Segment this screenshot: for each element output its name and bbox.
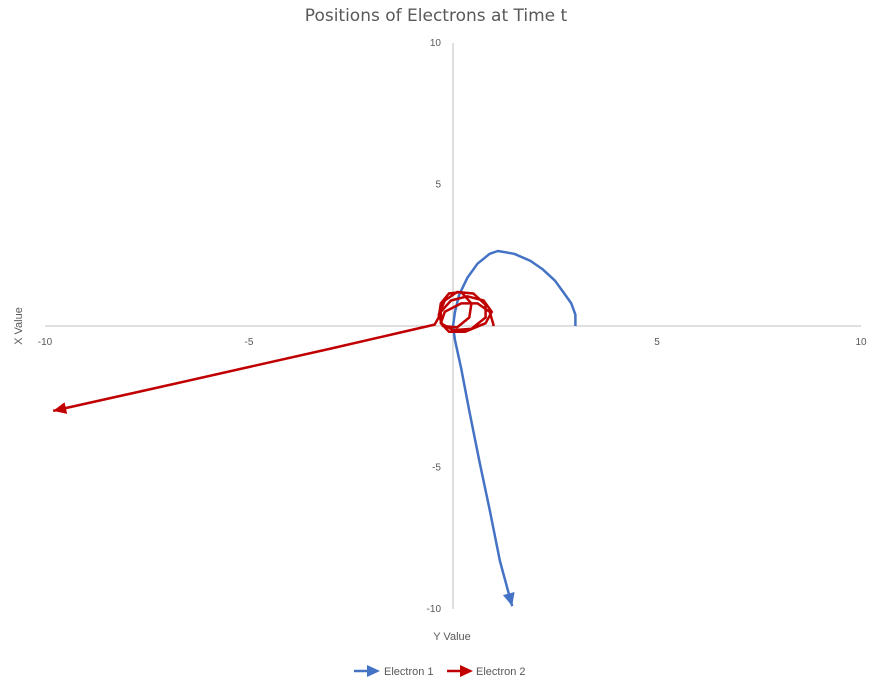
y-tick-label: -5 (432, 463, 441, 474)
y-tick-label: 10 (430, 38, 442, 49)
series-arrow-electron-2 (53, 402, 68, 414)
legend-arrow-icon (367, 665, 380, 677)
y-tick-label: -10 (427, 604, 442, 615)
x-tick-label: -5 (245, 337, 254, 348)
x-axis-title: Y Value (433, 631, 471, 643)
legend-label-electron-2: Electron 2 (476, 666, 526, 678)
x-tick-label: -10 (38, 337, 53, 348)
series-arrow-electron-1 (502, 592, 515, 607)
legend: Electron 1 Electron 2 (354, 665, 526, 678)
y-tick-label: 5 (435, 180, 441, 191)
y-axis-title: X Value (13, 307, 25, 345)
plot-area (52, 249, 577, 607)
x-tick-label: 10 (855, 337, 867, 348)
legend-arrow-icon (460, 665, 473, 677)
legend-label-electron-1: Electron 1 (384, 666, 434, 678)
series-line-electron-1 (451, 249, 577, 607)
series-line-electron-2 (52, 290, 496, 413)
x-tick-label: 5 (654, 337, 660, 348)
chart-title: Positions of Electrons at Time t (305, 6, 568, 26)
legend-item-electron-2[interactable]: Electron 2 (447, 665, 526, 678)
legend-item-electron-1[interactable]: Electron 1 (354, 665, 434, 678)
